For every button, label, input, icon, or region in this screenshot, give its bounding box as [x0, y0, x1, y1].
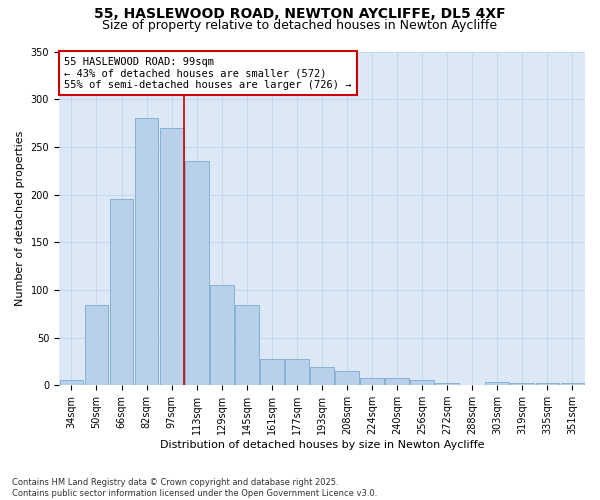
Y-axis label: Number of detached properties: Number of detached properties	[15, 130, 25, 306]
Bar	[210, 285, 233, 385]
Bar	[110, 200, 133, 385]
Bar	[511, 384, 534, 385]
Bar	[436, 384, 459, 385]
Bar	[185, 161, 209, 385]
Text: Size of property relative to detached houses in Newton Aycliffe: Size of property relative to detached ho…	[103, 18, 497, 32]
Bar	[59, 380, 83, 385]
Bar	[134, 118, 158, 385]
Bar	[235, 305, 259, 385]
Bar	[85, 305, 109, 385]
Bar	[310, 367, 334, 385]
Text: 55, HASLEWOOD ROAD, NEWTON AYCLIFFE, DL5 4XF: 55, HASLEWOOD ROAD, NEWTON AYCLIFFE, DL5…	[94, 8, 506, 22]
Bar	[385, 378, 409, 385]
Bar	[285, 360, 309, 385]
Bar	[335, 371, 359, 385]
Bar	[260, 360, 284, 385]
Bar	[410, 380, 434, 385]
Text: 55 HASLEWOOD ROAD: 99sqm
← 43% of detached houses are smaller (572)
55% of semi-: 55 HASLEWOOD ROAD: 99sqm ← 43% of detach…	[64, 56, 352, 90]
Text: Contains HM Land Registry data © Crown copyright and database right 2025.
Contai: Contains HM Land Registry data © Crown c…	[12, 478, 377, 498]
Bar	[485, 382, 509, 385]
Bar	[160, 128, 184, 385]
Bar	[360, 378, 384, 385]
X-axis label: Distribution of detached houses by size in Newton Aycliffe: Distribution of detached houses by size …	[160, 440, 484, 450]
Bar	[560, 384, 584, 385]
Bar	[536, 384, 559, 385]
